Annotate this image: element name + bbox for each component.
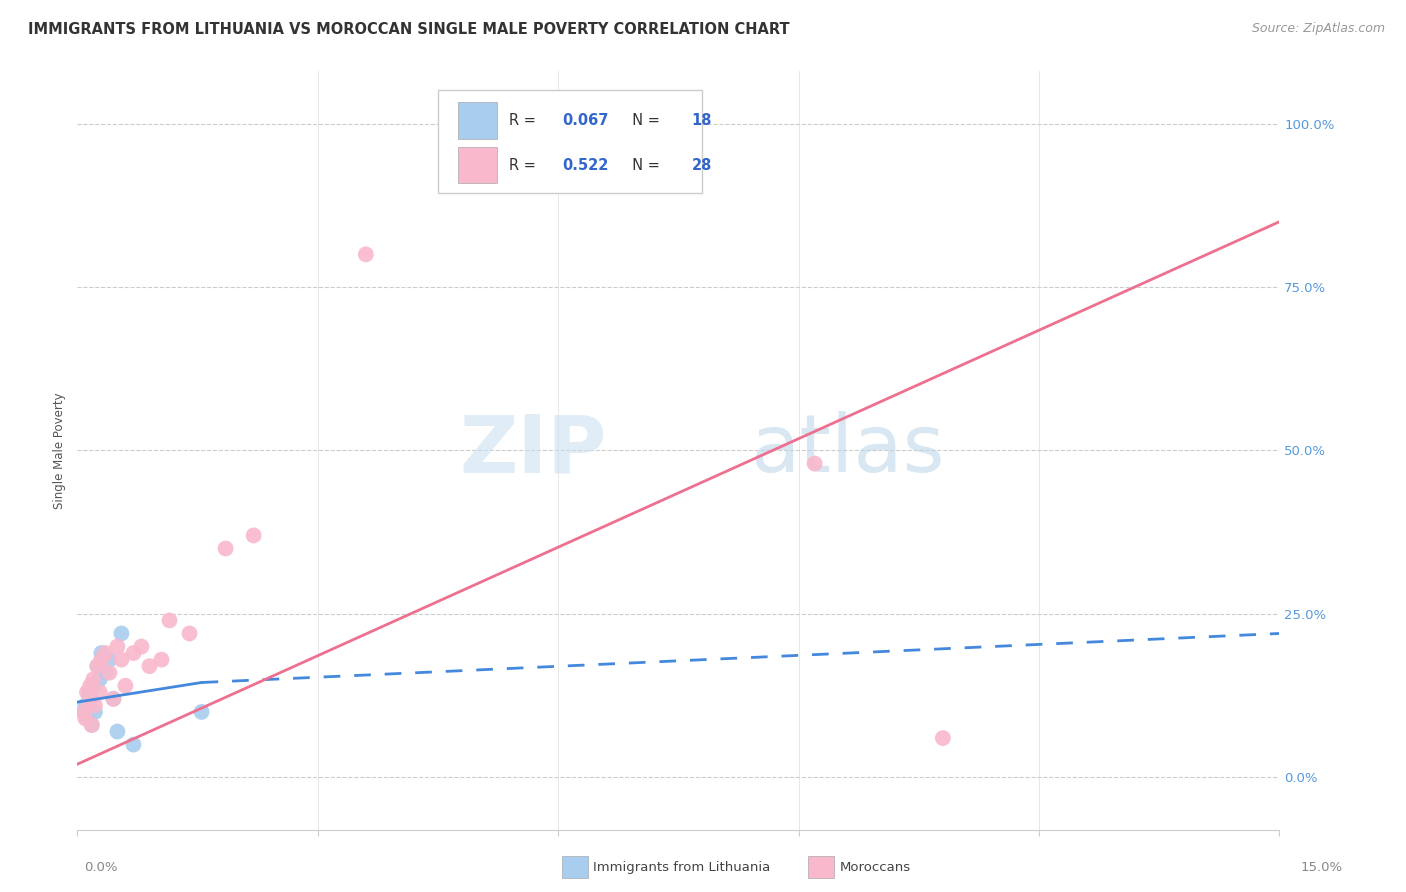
Point [86,659,108,673]
Point [122,738,145,752]
Point [94,665,117,680]
Text: R =: R = [509,113,540,128]
Point [110,652,132,666]
Point [122,646,145,660]
Point [98,665,121,680]
Point [159,614,181,628]
Text: 15.0%: 15.0% [1301,861,1343,873]
Text: R =: R = [509,158,540,173]
Point [80,691,103,706]
Point [75,698,97,713]
Text: 18: 18 [692,113,711,128]
Point [803,457,825,471]
Point [73,705,96,719]
Point [190,705,212,719]
Point [80,718,103,732]
Point [138,659,160,673]
FancyBboxPatch shape [458,147,496,184]
Point [131,640,153,654]
Point [76,685,98,699]
FancyBboxPatch shape [439,90,703,193]
Point [98,652,121,666]
Point [354,247,377,261]
Point [179,626,201,640]
Point [103,691,125,706]
Point [82,679,104,693]
Text: 0.067: 0.067 [562,113,609,128]
Text: 0.0%: 0.0% [84,861,118,873]
Point [84,705,107,719]
Point [90,646,112,660]
FancyBboxPatch shape [458,103,496,139]
Text: Source: ZipAtlas.com: Source: ZipAtlas.com [1251,22,1385,36]
Text: Moroccans: Moroccans [839,861,911,873]
Point [79,679,101,693]
Point [89,672,111,686]
Point [89,685,111,699]
Text: atlas: atlas [751,411,945,490]
Text: IMMIGRANTS FROM LITHUANIA VS MOROCCAN SINGLE MALE POVERTY CORRELATION CHART: IMMIGRANTS FROM LITHUANIA VS MOROCCAN SI… [28,22,790,37]
Point [94,646,117,660]
Point [242,528,264,542]
Point [932,731,955,745]
Text: 28: 28 [692,158,711,173]
Point [107,724,129,739]
Point [73,705,96,719]
Point [79,685,101,699]
Point [114,679,136,693]
Text: Immigrants from Lithuania: Immigrants from Lithuania [593,861,770,873]
Y-axis label: Single Male Poverty: Single Male Poverty [53,392,66,508]
Point [76,711,98,725]
Text: 0.522: 0.522 [562,158,609,173]
Point [103,691,125,706]
Point [150,652,173,666]
Point [86,659,108,673]
Point [90,652,112,666]
Text: ZIP: ZIP [458,411,606,490]
Point [80,718,103,732]
Point [77,698,100,713]
Point [84,698,107,713]
Point [82,672,104,686]
Point [107,640,129,654]
Point [75,711,97,725]
Point [214,541,236,556]
Text: N =: N = [623,158,665,173]
Text: N =: N = [623,113,665,128]
Point [110,626,132,640]
